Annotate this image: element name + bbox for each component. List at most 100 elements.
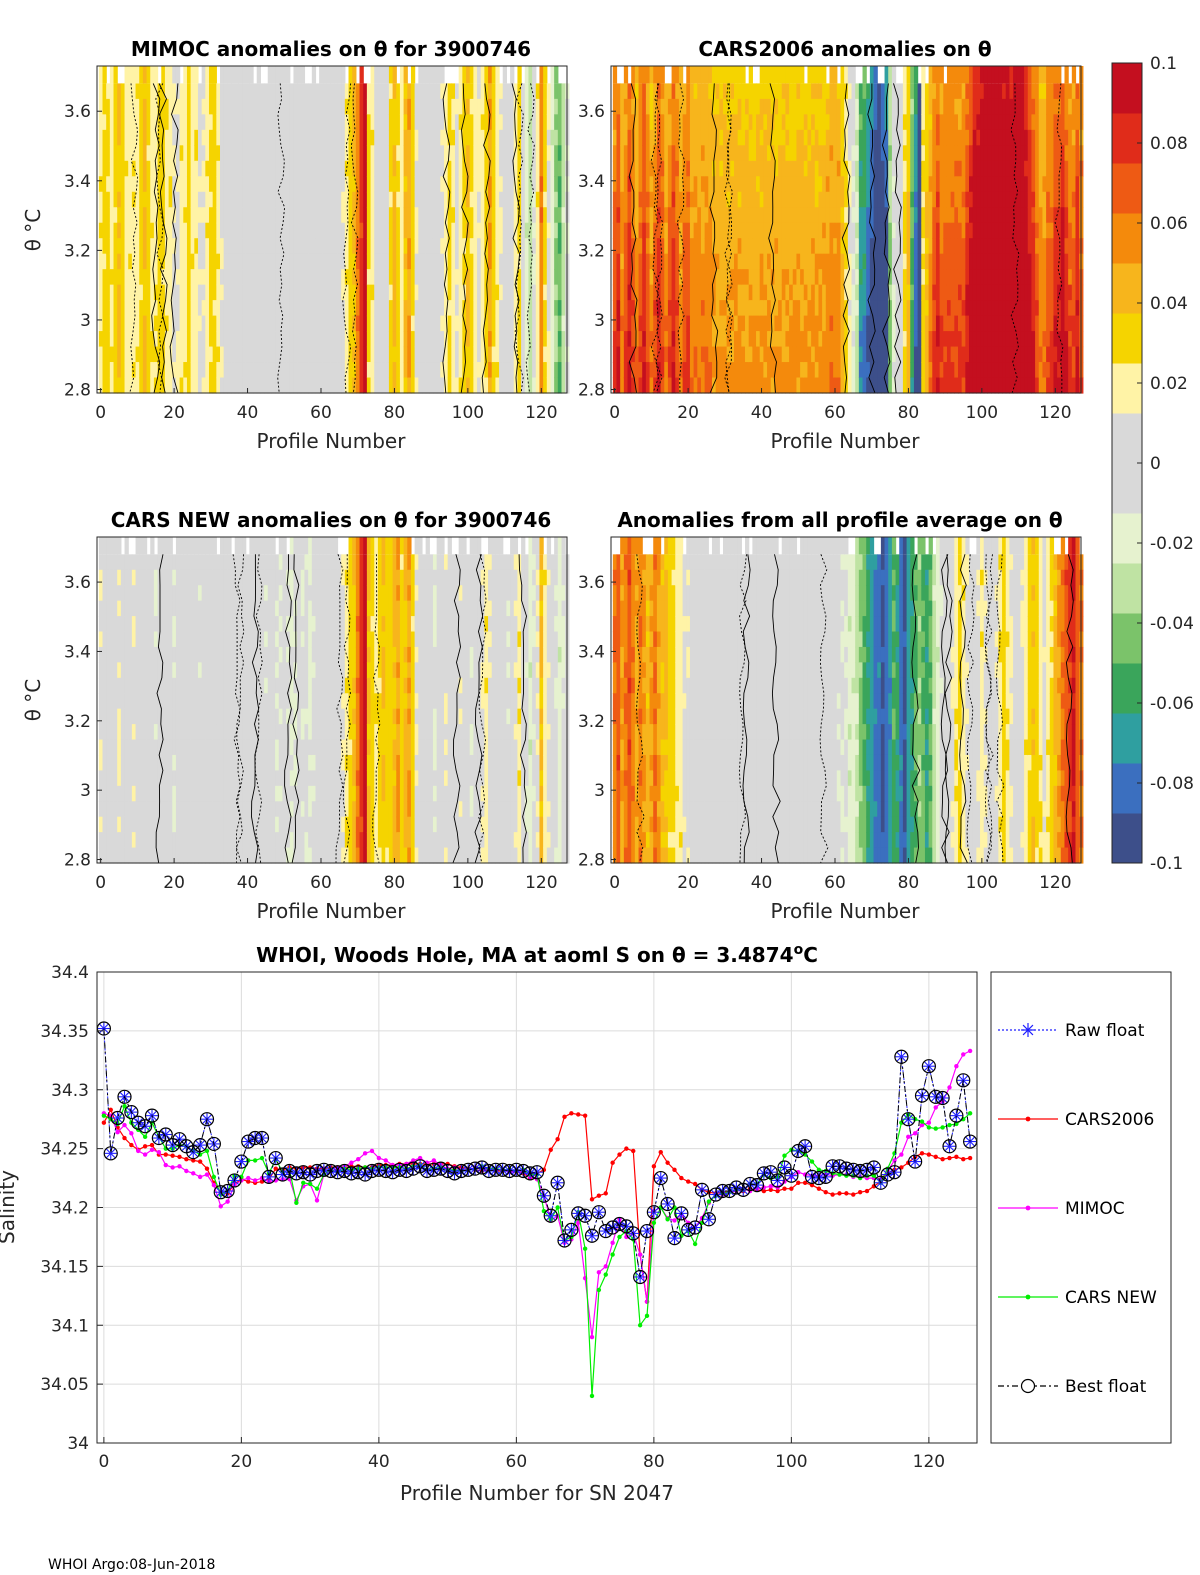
heatmap-cell <box>891 160 897 177</box>
heatmap-cell <box>304 284 309 301</box>
heatmap-cell <box>704 362 709 379</box>
heatmap-cell <box>297 300 302 317</box>
heatmap-cell <box>924 114 930 131</box>
heatmap-cell <box>954 346 959 363</box>
heatmap-cell <box>524 238 530 255</box>
heatmap-cell <box>899 129 904 146</box>
heatmap-cell <box>704 253 709 270</box>
heatmap-cell <box>396 83 401 100</box>
heatmap-cell <box>734 207 739 224</box>
heatmap-cell <box>242 207 247 224</box>
heatmap-cell <box>150 331 155 348</box>
heatmap-cell <box>436 207 441 224</box>
heatmap-cell <box>950 66 955 84</box>
heatmap-cell <box>667 269 673 286</box>
heatmap-cell <box>205 207 210 224</box>
heatmap-cell <box>447 331 452 348</box>
heatmap-cell <box>278 362 284 379</box>
heatmap-cell <box>789 377 794 394</box>
heatmap-cell <box>862 207 867 224</box>
heatmap-cell <box>488 362 493 379</box>
heatmap-cell <box>987 331 992 348</box>
heatmap-cell <box>924 145 930 162</box>
heatmap-cell <box>969 362 974 379</box>
heatmap-cell <box>477 346 482 363</box>
heatmap-cell <box>513 114 519 131</box>
heatmap-cell <box>278 253 284 270</box>
heatmap-cell <box>561 253 566 270</box>
heatmap-cell <box>1016 207 1022 224</box>
heatmap-cell <box>991 98 996 115</box>
heatmap-cell <box>664 300 669 317</box>
heatmap-cell <box>807 66 812 84</box>
heatmap-cell <box>829 300 834 317</box>
mimoc-panel-title: MIMOC anomalies on θ for 3900746 <box>131 37 531 61</box>
heatmap-cell <box>789 207 794 224</box>
heatmap-cell <box>913 315 919 332</box>
heatmap-cell <box>888 331 893 348</box>
heatmap-cell <box>392 66 397 84</box>
heatmap-cell <box>1002 191 1007 208</box>
heatmap-cell <box>231 362 236 379</box>
heatmap-cell <box>561 114 566 131</box>
heatmap-cell <box>833 129 838 146</box>
heatmap-cell <box>902 160 908 177</box>
heatmap-cell <box>745 377 750 394</box>
heatmap-cell <box>678 331 684 348</box>
heatmap-cell <box>858 331 864 348</box>
heatmap-cell <box>355 98 361 115</box>
heatmap-cell <box>344 160 350 177</box>
heatmap-cell <box>275 145 280 162</box>
heatmap-cell <box>458 160 463 177</box>
heatmap-cell <box>1009 315 1014 332</box>
heatmap-cell <box>359 66 364 84</box>
heatmap-cell <box>789 66 794 84</box>
heatmap-cell <box>326 269 331 286</box>
heatmap-cell <box>366 145 372 162</box>
heatmap-cell <box>355 83 361 100</box>
heatmap-cell <box>359 207 364 224</box>
heatmap-cell <box>612 253 618 270</box>
heatmap-cell <box>814 191 820 208</box>
heatmap-cell <box>888 238 893 255</box>
heatmap-cell <box>880 83 886 100</box>
heatmap-cell <box>385 207 390 224</box>
heatmap-cell <box>510 238 515 255</box>
heatmap-cell <box>880 284 886 301</box>
heatmap-cell <box>392 191 397 208</box>
heatmap-cell <box>693 176 698 193</box>
heatmap-cell <box>976 129 981 146</box>
heatmap-cell <box>873 98 878 115</box>
heatmap-cell <box>910 176 915 193</box>
heatmap-cell <box>168 129 173 146</box>
heatmap-cell <box>708 346 713 363</box>
heatmap-cell <box>234 253 239 270</box>
heatmap-cell <box>891 284 897 301</box>
heatmap-cell <box>330 176 335 193</box>
heatmap-cell <box>877 145 882 162</box>
heatmap-cell <box>697 207 702 224</box>
heatmap-cell <box>443 362 449 379</box>
heatmap-cell <box>656 269 662 286</box>
heatmap-cell <box>880 145 886 162</box>
heatmap-cell <box>932 207 937 224</box>
heatmap-cell <box>913 331 919 348</box>
heatmap-cell <box>462 114 467 131</box>
heatmap-cell <box>862 362 867 379</box>
heatmap-cell <box>807 362 812 379</box>
heatmap-cell <box>858 98 864 115</box>
heatmap-cell <box>976 207 981 224</box>
heatmap-cell <box>745 176 750 193</box>
heatmap-cell <box>517 98 522 115</box>
heatmap-cell <box>752 207 757 224</box>
heatmap-cell <box>205 346 210 363</box>
heatmap-cell <box>969 98 974 115</box>
heatmap-cell <box>814 66 820 84</box>
heatmap-cell <box>124 331 129 348</box>
heatmap-cell <box>840 346 845 363</box>
heatmap-cell <box>157 315 162 332</box>
heatmap-cell <box>480 98 485 115</box>
heatmap-cell <box>976 114 981 131</box>
heatmap-cell <box>212 160 217 177</box>
heatmap-cell <box>957 191 963 208</box>
